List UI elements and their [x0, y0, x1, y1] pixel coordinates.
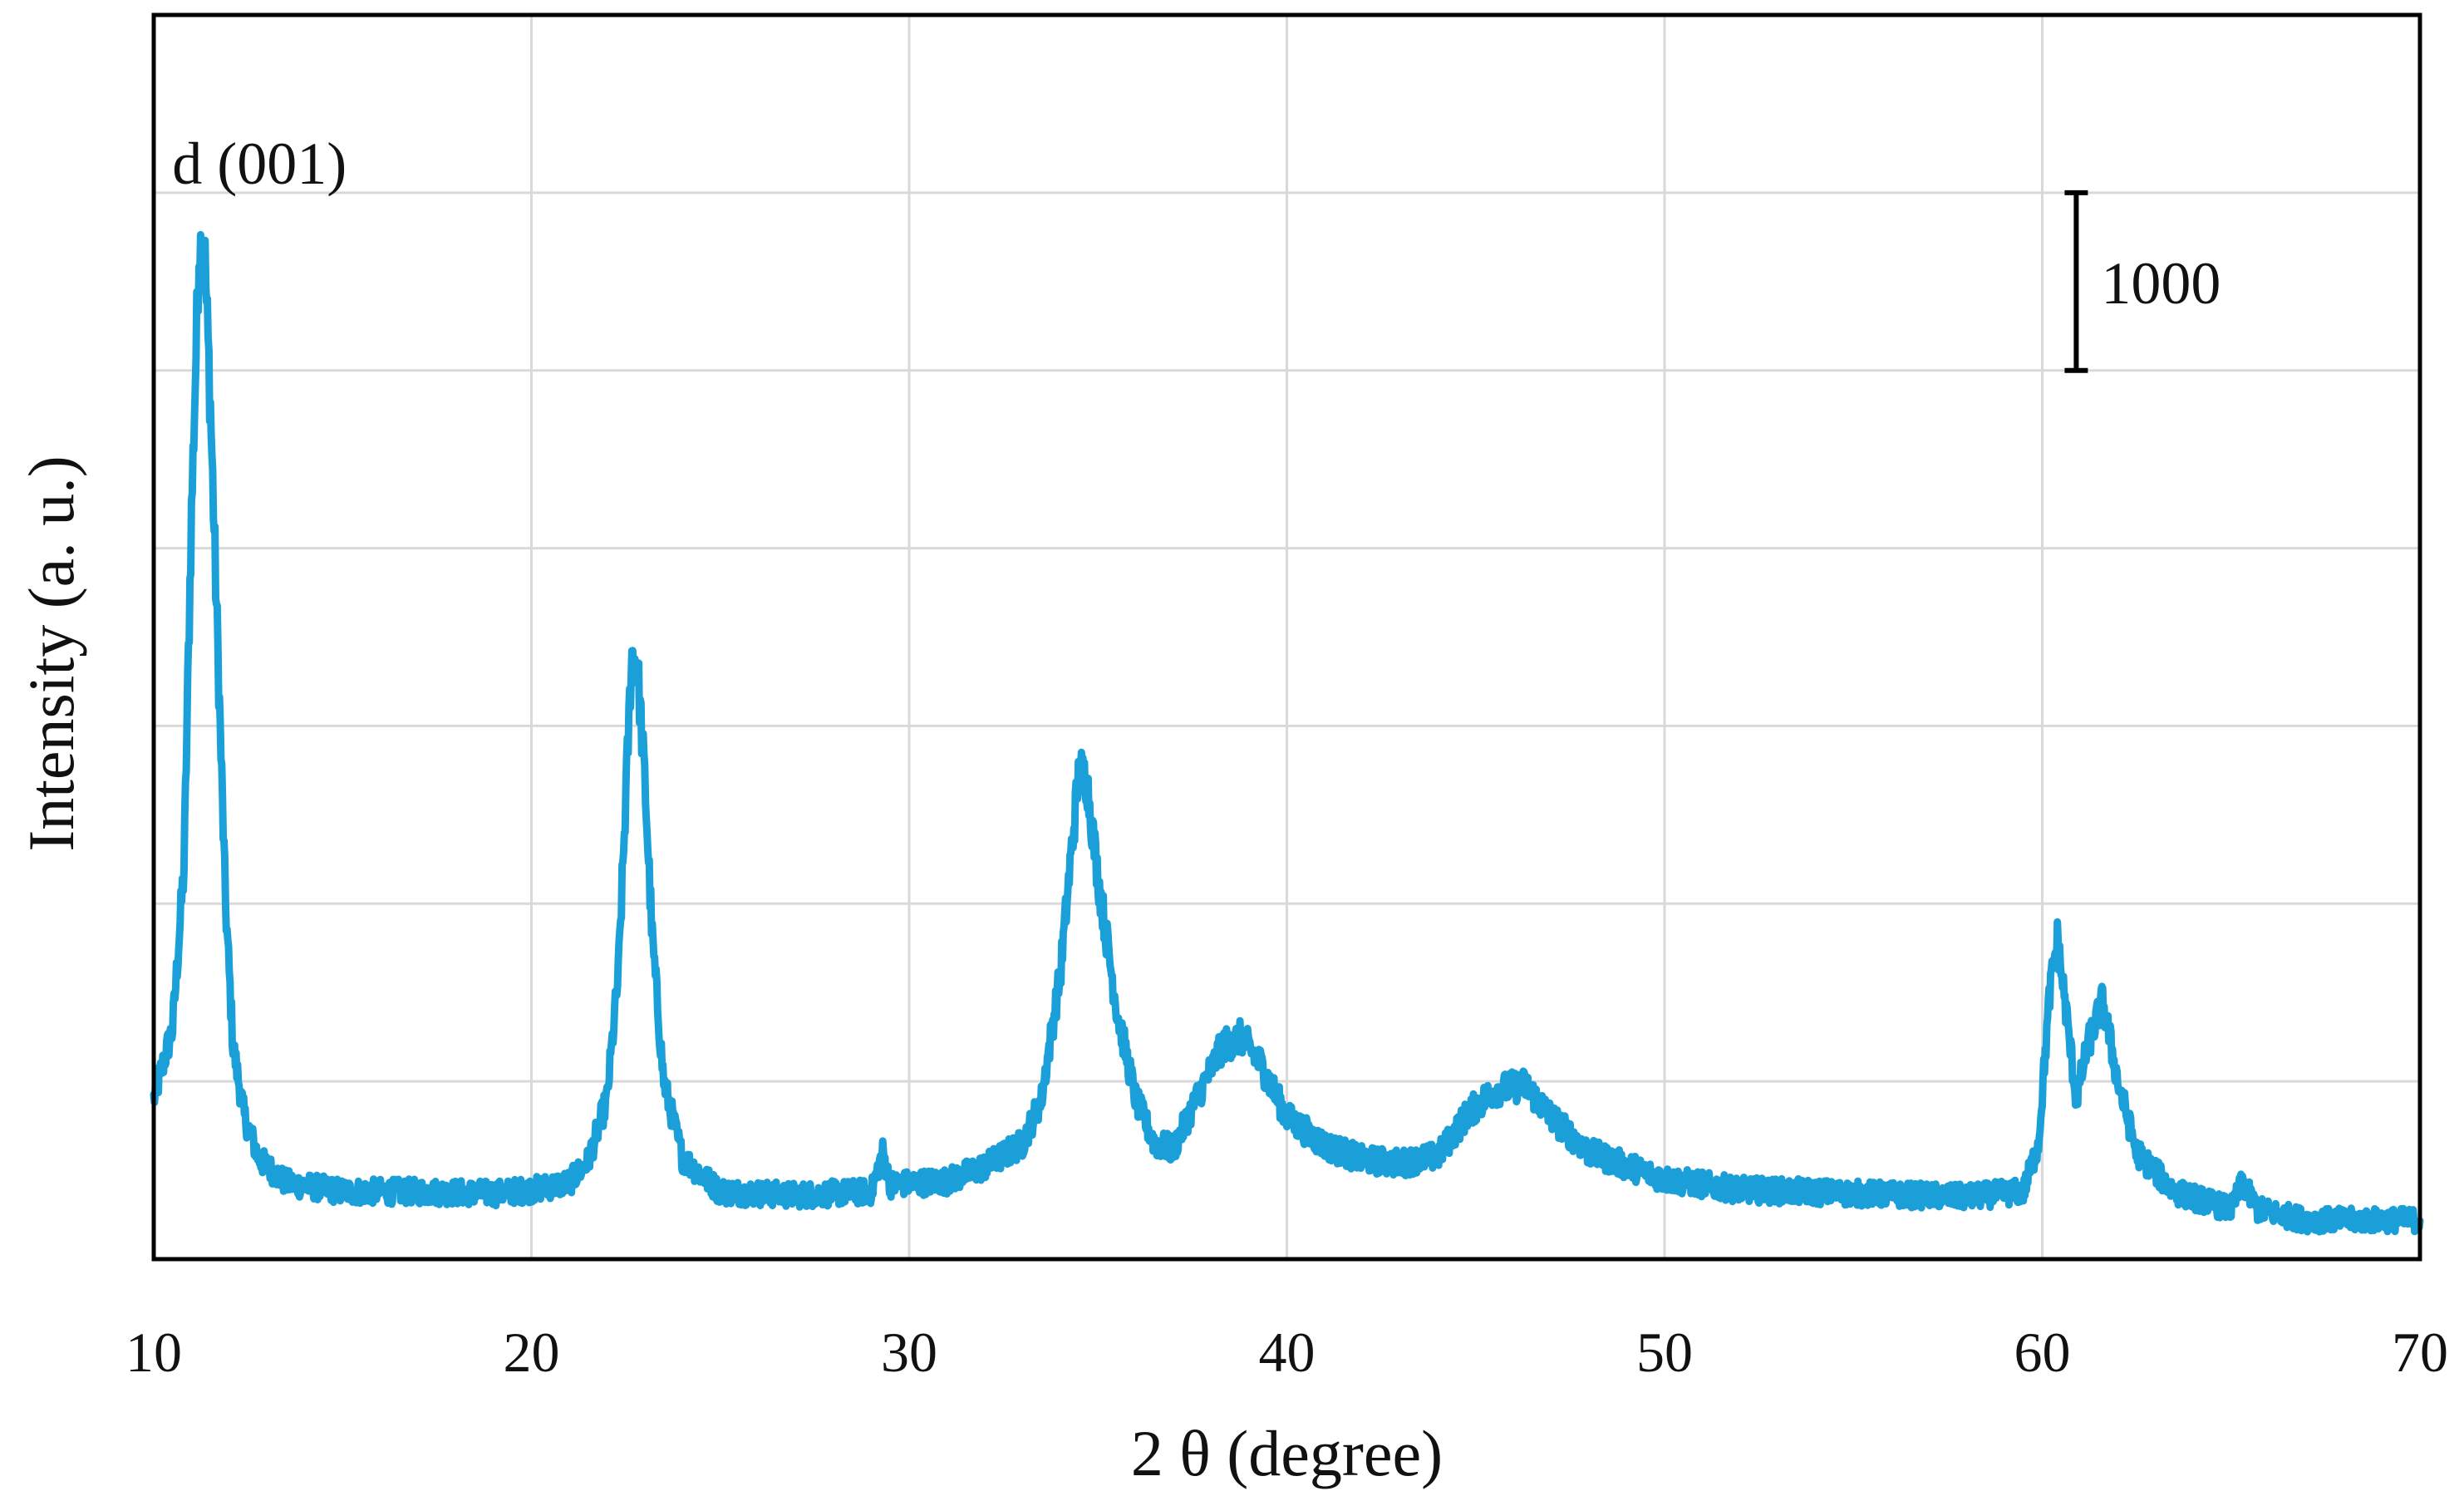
plot-frame	[151, 12, 2422, 1262]
xrd-pattern-line	[150, 230, 2424, 1236]
y-axis-title: Intensity (a. u.)	[15, 455, 87, 852]
peak-label-d001: d (001)	[172, 130, 347, 197]
scale-bar: 1000	[2064, 189, 2221, 373]
x-axis-title: 2 θ (degree)	[1131, 1417, 1443, 1489]
scale-bar-label: 1000	[2101, 250, 2221, 317]
x-tick-label: 50	[1636, 1321, 1693, 1384]
grid-lines	[154, 15, 2420, 1259]
x-tick-label: 40	[1259, 1321, 1316, 1384]
x-tick-label: 70	[2392, 1321, 2448, 1384]
x-tick-labels: 10 20 30 40 50 60 70	[125, 1321, 2448, 1384]
x-tick-label: 30	[881, 1321, 937, 1384]
x-tick-label: 10	[125, 1321, 182, 1384]
x-tick-label: 60	[2014, 1321, 2071, 1384]
x-tick-label: 20	[504, 1321, 560, 1384]
series-layer	[150, 230, 2424, 1236]
